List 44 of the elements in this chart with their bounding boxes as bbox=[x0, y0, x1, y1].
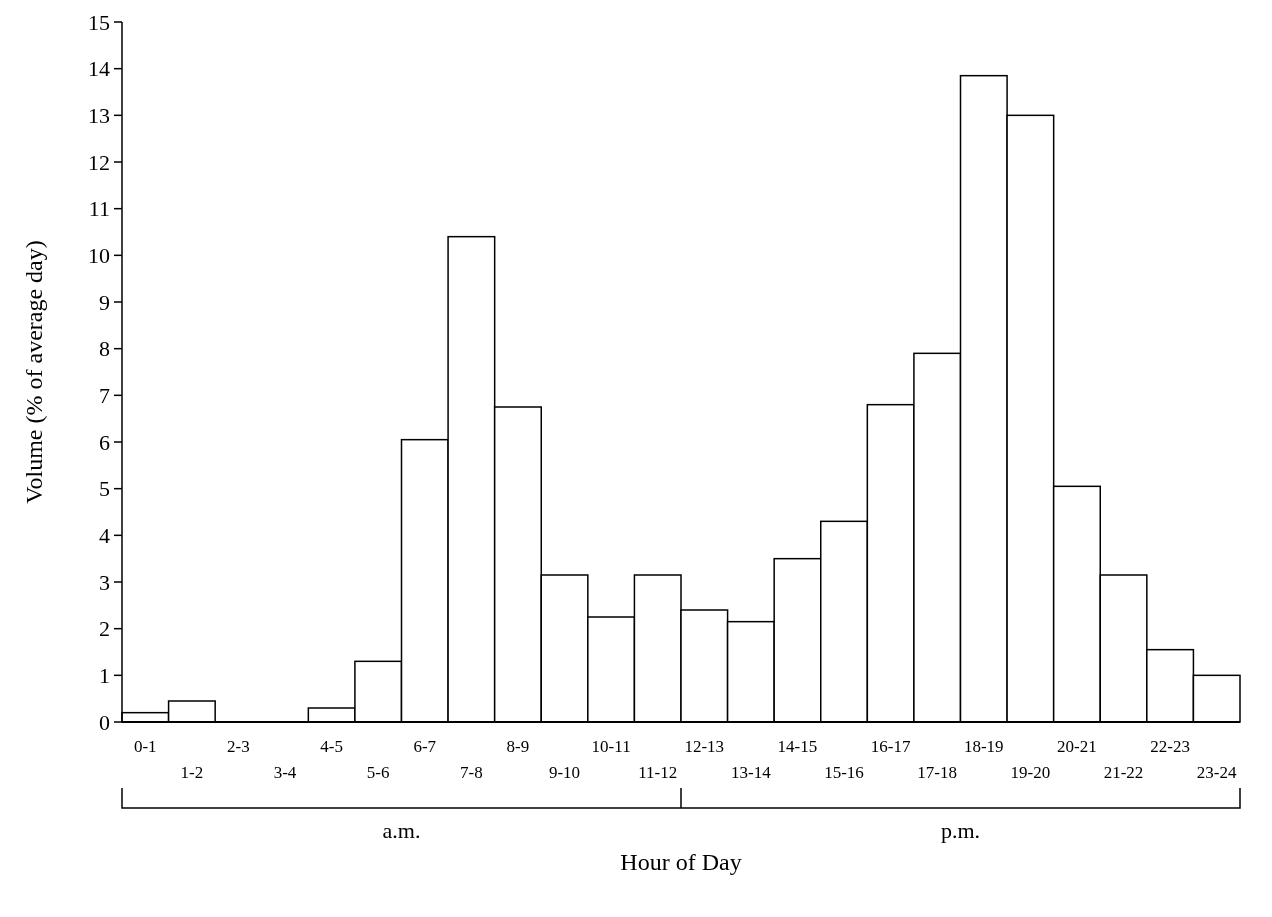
x-tick-label: 16-17 bbox=[870, 737, 911, 756]
x-tick-label: 5-6 bbox=[366, 763, 390, 782]
x-tick-label: 13-14 bbox=[731, 763, 772, 782]
y-tick-label: 5 bbox=[99, 476, 110, 502]
y-tick-label: 13 bbox=[88, 103, 110, 129]
y-tick-label: 9 bbox=[99, 289, 110, 315]
x-tick-label: 18-19 bbox=[963, 737, 1004, 756]
y-tick-label: 15 bbox=[88, 9, 110, 35]
x-tick-label: 8-9 bbox=[506, 737, 530, 756]
text: a.m. bbox=[382, 818, 421, 843]
x-tick-label: 2-3 bbox=[227, 737, 250, 756]
x-axis-title: Hour of Day bbox=[620, 849, 742, 875]
x-tick-label: 23-24 bbox=[1196, 763, 1238, 782]
y-tick-label: 2 bbox=[99, 616, 110, 642]
y-tick-label: 6 bbox=[99, 429, 110, 455]
y-tick-label: 14 bbox=[88, 56, 110, 82]
y-tick-label: 11 bbox=[88, 196, 110, 222]
y-tick-label: 12 bbox=[88, 149, 110, 175]
x-tick-label: 9-10 bbox=[548, 763, 581, 782]
y-tick-label: 10 bbox=[88, 243, 110, 269]
y-tick-label: 7 bbox=[99, 383, 110, 409]
x-tick-label: 22-23 bbox=[1150, 737, 1190, 756]
x-tick-label: 6-7 bbox=[413, 737, 437, 756]
x-tick-label: 19-20 bbox=[1010, 763, 1051, 782]
x-tick-label: 11-12 bbox=[638, 763, 678, 782]
x-tick-label: 1-2 bbox=[180, 763, 204, 782]
x-tick-label: 0-1 bbox=[133, 737, 157, 756]
x-tick-label: 3-4 bbox=[273, 763, 297, 782]
x-tick-label: 17-18 bbox=[917, 763, 958, 782]
y-tick-label: 1 bbox=[99, 663, 110, 689]
y-tick-label: 3 bbox=[99, 569, 110, 595]
x-tick-label: 12-13 bbox=[684, 737, 725, 756]
y-axis-title: Volume (% of average day) bbox=[21, 240, 47, 504]
x-tick-label: 14-15 bbox=[777, 737, 818, 756]
x-tick-label: 21-22 bbox=[1103, 763, 1144, 782]
text: p.m. bbox=[940, 818, 981, 843]
x-tick-label: 4-5 bbox=[320, 737, 343, 756]
x-tick-label: 10-11 bbox=[591, 737, 631, 756]
y-tick-label: 8 bbox=[99, 336, 110, 362]
x-tick-label: 15-16 bbox=[824, 763, 864, 782]
x-tick-label: 7-8 bbox=[460, 763, 483, 782]
x-tick-label: 20-21 bbox=[1057, 737, 1097, 756]
y-tick-label: 0 bbox=[99, 709, 110, 735]
y-tick-label: 4 bbox=[99, 523, 110, 549]
